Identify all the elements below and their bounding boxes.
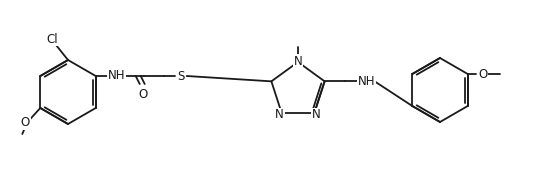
Text: N: N bbox=[275, 108, 284, 121]
Text: S: S bbox=[177, 70, 184, 82]
Text: NH: NH bbox=[108, 68, 125, 82]
Text: Cl: Cl bbox=[46, 33, 58, 45]
Text: N: N bbox=[312, 108, 321, 121]
Text: NH: NH bbox=[358, 75, 375, 88]
Text: O: O bbox=[138, 88, 147, 100]
Text: N: N bbox=[294, 54, 302, 68]
Text: O: O bbox=[478, 68, 487, 80]
Text: O: O bbox=[20, 117, 30, 130]
